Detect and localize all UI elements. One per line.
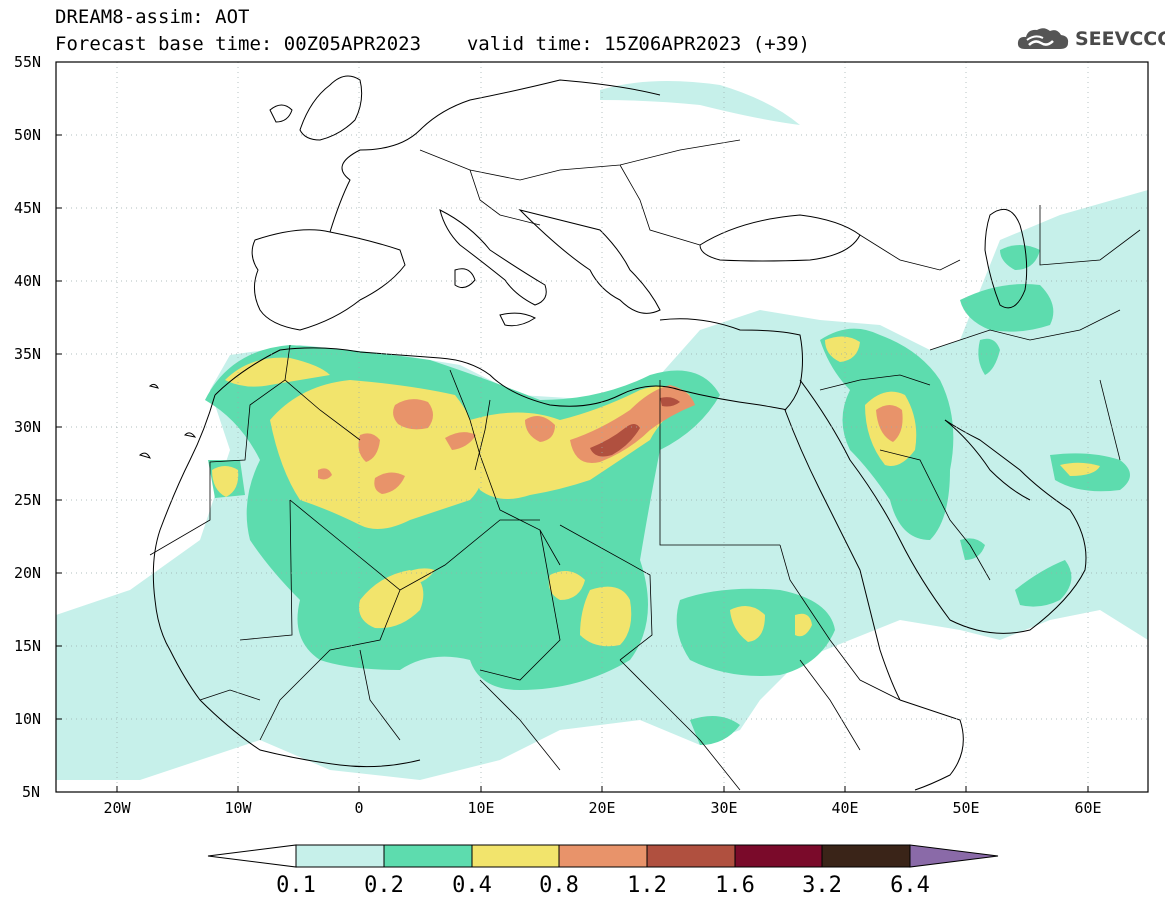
lat-label: 15N (14, 637, 42, 655)
colorbar-swatch (383, 844, 473, 868)
colorbar-swatch (646, 844, 736, 868)
lat-label: 35N (14, 345, 42, 363)
lat-label: 10N (14, 710, 42, 728)
colorbar-swatch (471, 844, 560, 868)
time-info: Forecast base time: 00Z05APR2023 valid t… (55, 33, 810, 55)
lat-label: 50N (14, 126, 42, 144)
coastlines (138, 75, 1087, 791)
seevccc-logo: SEEVCCC (1015, 22, 1165, 56)
colorbar-label: 0.8 (539, 873, 579, 898)
aot-level-1-2 (590, 397, 680, 457)
lat-label: 20N (14, 564, 42, 582)
lat-label: 25N (14, 491, 42, 509)
colorbar-label: 0.1 (276, 873, 316, 898)
lon-label: 60E (1074, 799, 1102, 817)
country-borders (149, 139, 1141, 791)
colorbar-label: 0.2 (364, 873, 404, 898)
lat-label: 55N (14, 53, 42, 71)
lon-label: 20E (588, 799, 616, 817)
map-title: DREAM8-assim: AOT (55, 6, 250, 28)
forecast-base-time: Forecast base time: 00Z05APR2023 (55, 33, 422, 55)
lat-label: 5N (22, 783, 41, 801)
lon-label: 30E (710, 799, 738, 817)
colorbar-label: 1.2 (627, 873, 667, 898)
colorbar-label: 3.2 (802, 873, 842, 898)
colorbar (207, 844, 999, 868)
colorbar-label: 6.4 (890, 873, 930, 898)
lon-label: 50E (952, 799, 980, 817)
colorbar-high-arrow (909, 844, 999, 868)
lon-label: 0 (354, 799, 364, 817)
colorbar-label: 1.6 (715, 873, 755, 898)
colorbar-label: 0.4 (452, 873, 492, 898)
lat-label: 40N (14, 272, 42, 290)
colorbar-swatch (821, 844, 911, 868)
logo-text: SEEVCCC (1075, 28, 1165, 50)
lon-label: 20W (103, 799, 131, 817)
cloud-icon (1017, 28, 1069, 49)
lat-label: 45N (14, 199, 42, 217)
colorbar-swatch (558, 844, 648, 868)
colorbar-low-arrow (207, 844, 297, 868)
lon-label: 10E (467, 799, 495, 817)
lat-label: 30N (14, 418, 42, 436)
graticule (56, 62, 1148, 792)
colorbar-swatch (295, 844, 385, 868)
aot-field (56, 62, 1148, 792)
lon-label: 10W (224, 799, 252, 817)
lon-label: 40E (831, 799, 859, 817)
colorbar-swatch (734, 844, 823, 868)
axis-ticks (56, 134, 1089, 792)
valid-time: valid time: 15Z06APR2023 (+39) (466, 33, 810, 55)
